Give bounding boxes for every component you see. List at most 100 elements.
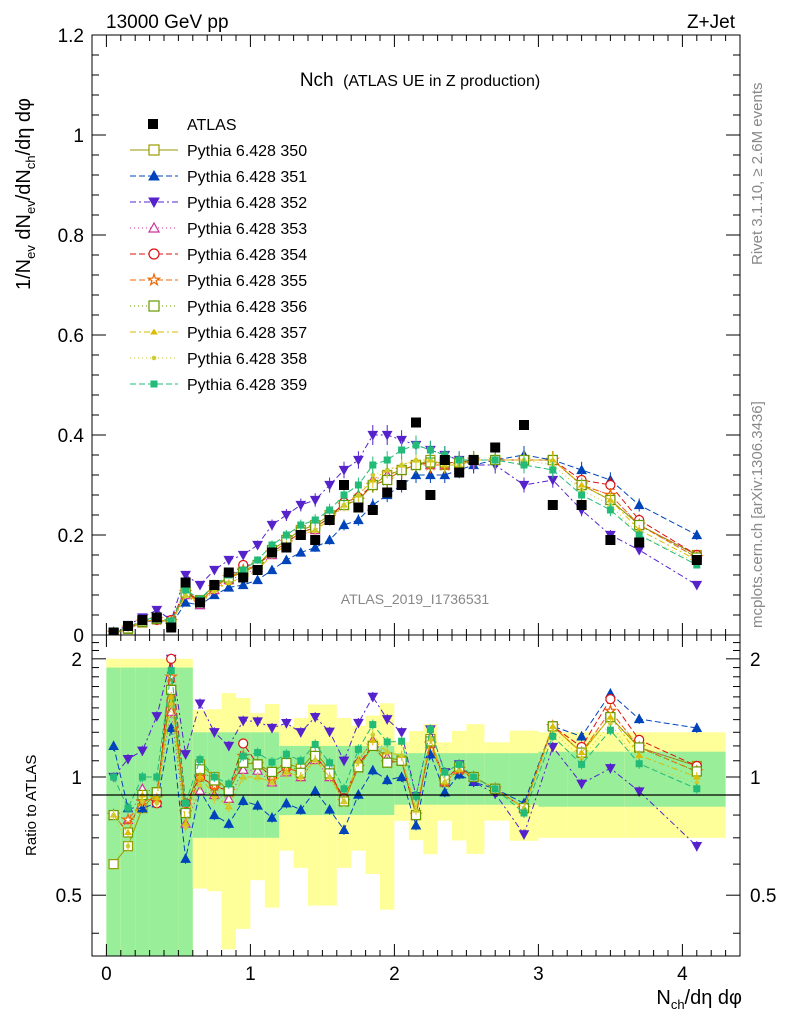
y-tick-label-top: 0.6 (58, 326, 84, 347)
data-point-ratio (295, 804, 307, 814)
legend-label: Pythia 6.428 354 (187, 247, 307, 264)
legend-marker (150, 328, 158, 335)
data-point-ratio (237, 795, 249, 805)
data-point-ratio (324, 804, 335, 814)
data-point-ratio (124, 829, 132, 835)
data-point-ratio (110, 773, 118, 781)
data-point-top (226, 580, 232, 585)
data-point-ratio (252, 717, 263, 728)
data-point-ratio (606, 726, 614, 734)
data-point-ratio (470, 773, 478, 781)
data-point-top (633, 545, 645, 556)
data-point-ratio (396, 771, 407, 782)
data-point-ratio (381, 715, 393, 725)
atlas-data-point (209, 580, 220, 590)
stat-band (365, 745, 380, 816)
data-point-top (266, 520, 278, 531)
atlas-data-point (195, 597, 205, 608)
atlas-data-point (295, 530, 306, 540)
legend-label: Pythia 6.428 350 (187, 143, 307, 160)
legend-entry: Pythia 6.428 351 (130, 169, 307, 186)
legend-label: Pythia 6.428 355 (187, 273, 307, 290)
data-point-top (341, 502, 347, 508)
data-point-ratio (182, 799, 190, 807)
data-point-ratio (138, 773, 146, 781)
data-point-top (194, 580, 206, 591)
data-point-ratio (111, 812, 116, 818)
legend-entry: Pythia 6.428 358 (130, 351, 307, 368)
y-tick-label-ratio-right: 0.5 (750, 886, 776, 907)
data-point-ratio (166, 653, 177, 664)
header-energy-label: 13000 GeV pp (106, 12, 229, 33)
data-point-ratio (691, 842, 703, 852)
y-axis-label-ratio: Ratio to ATLAS (23, 755, 40, 856)
data-point-top (295, 500, 307, 511)
atlas-data-point (382, 487, 393, 498)
data-point-ratio (226, 804, 232, 810)
data-point-top (425, 469, 436, 480)
legend-marker (150, 380, 158, 388)
mcplots-reference-label: mcplots.cern.ch [arXiv:1306.3436] (749, 401, 766, 628)
atlas-data-point (252, 565, 263, 575)
data-point-ratio (338, 756, 350, 767)
data-point-ratio (455, 760, 463, 768)
plot-title: Nch (ATLAS UE in Z production) (300, 70, 540, 91)
atlas-data-point (166, 622, 177, 633)
data-point-top (370, 472, 376, 478)
data-point-top (399, 462, 404, 468)
atlas-data-point (324, 515, 335, 525)
plot-title-main: Nch (300, 70, 334, 91)
data-point-top (354, 481, 362, 489)
y-tick-label-ratio: 0.5 (56, 886, 82, 907)
data-point-top (209, 565, 220, 576)
y-tick-label-top: 1.2 (58, 26, 84, 47)
data-point-ratio (312, 757, 318, 763)
atlas-data-point (468, 455, 479, 465)
atlas-data-point (137, 615, 148, 625)
data-point-ratio (124, 804, 132, 812)
data-point-ratio (268, 758, 276, 766)
legend-marker (148, 144, 160, 156)
data-point-ratio (298, 774, 304, 780)
data-point-top (549, 466, 557, 474)
stat-band (135, 667, 150, 956)
atlas-data-point (634, 537, 645, 548)
legend-entry: Pythia 6.428 359 (130, 377, 307, 394)
data-point-ratio (326, 759, 334, 767)
y-tick-label-ratio-right: 2 (750, 650, 761, 671)
data-point-ratio (212, 796, 217, 802)
legend-label: Pythia 6.428 356 (187, 299, 307, 316)
data-point-top (182, 586, 190, 594)
data-point-ratio (196, 773, 204, 780)
analysis-tag: ATLAS_2019_I1736531 (341, 591, 490, 607)
legend-label: Pythia 6.428 359 (187, 377, 307, 394)
data-point-ratio (353, 718, 364, 729)
atlas-data-point (605, 535, 616, 545)
data-point-ratio (237, 716, 249, 727)
atlas-data-point (396, 480, 407, 490)
axes: 0 1 2 3 4 0 0.2 0.4 0.6 0.8 1 1.2 0.5 0.5 1 1 2 2 (56, 26, 777, 985)
data-point-ratio (398, 737, 406, 745)
data-point-top (691, 580, 703, 591)
data-point-ratio (426, 725, 434, 733)
data-point-ratio (381, 774, 393, 785)
data-point-ratio (367, 764, 379, 775)
data-point-top (266, 564, 278, 575)
data-point-ratio (633, 787, 645, 797)
data-point-ratio (167, 667, 175, 675)
data-point-ratio (439, 786, 451, 797)
legend-label: Pythia 6.428 352 (187, 195, 307, 212)
data-point-top (410, 469, 422, 480)
data-point-top (297, 521, 305, 529)
data-point-ratio (576, 730, 587, 741)
atlas-data-point (411, 417, 421, 428)
atlas-data-point (519, 420, 529, 430)
data-point-top (281, 510, 292, 521)
data-point-top (439, 469, 451, 480)
data-point-ratio (122, 754, 134, 765)
data-point-top (383, 456, 391, 464)
data-point-ratio (396, 728, 407, 738)
data-point-top (369, 461, 377, 469)
legend-entry: Pythia 6.428 355 (130, 272, 307, 290)
stat-band (423, 753, 438, 805)
